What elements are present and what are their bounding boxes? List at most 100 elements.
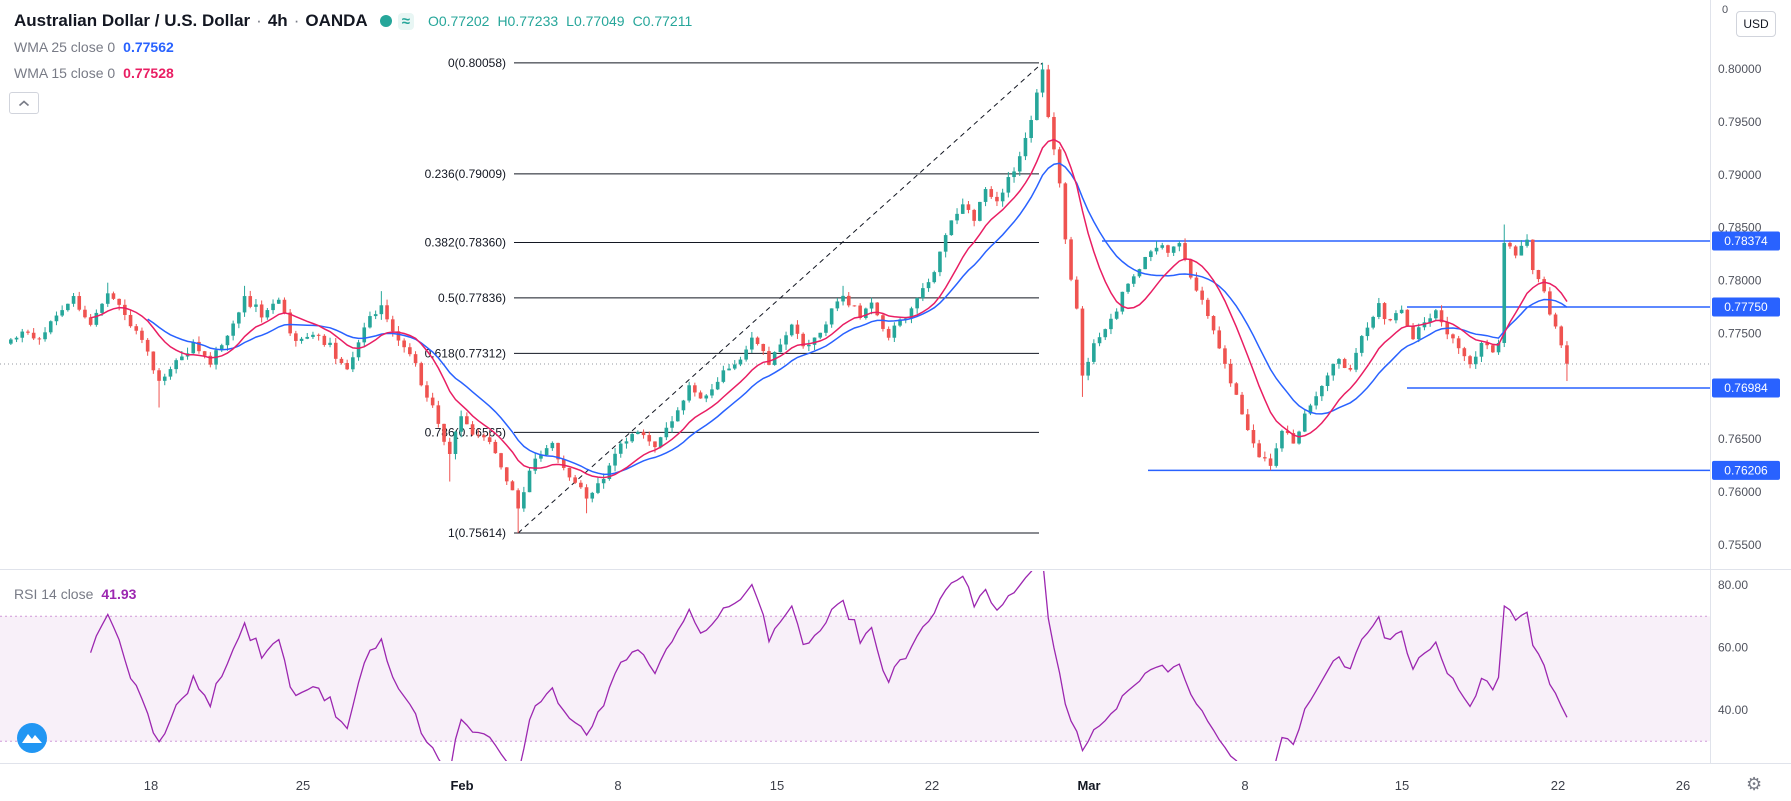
candle — [1405, 309, 1410, 328]
candle — [459, 410, 463, 438]
ohlc-low: L0.77049 — [566, 13, 625, 29]
svg-text:0.77750: 0.77750 — [1724, 300, 1768, 314]
candle — [436, 400, 441, 428]
price-badge[interactable]: 0.78374 — [1712, 231, 1780, 251]
candle — [31, 328, 36, 341]
collapse-legend-button[interactable] — [9, 92, 39, 114]
candle — [1502, 224, 1507, 348]
candle — [784, 331, 788, 350]
price-axis-label: 0.79000 — [1718, 168, 1762, 182]
candle — [1565, 341, 1569, 382]
candle — [1388, 318, 1393, 322]
chevron-up-icon — [18, 99, 30, 106]
candle — [915, 297, 919, 314]
candle — [128, 310, 133, 328]
candle — [886, 326, 891, 341]
candle — [1302, 410, 1307, 433]
candle — [864, 307, 868, 320]
indicator-row-wma15[interactable]: WMA 15 close 0 0.77528 — [14, 60, 692, 86]
candle — [345, 359, 349, 371]
wma25-label: WMA 25 close 0 — [14, 39, 116, 55]
trendline[interactable] — [517, 62, 1043, 534]
candle — [516, 488, 520, 533]
candle — [1314, 391, 1318, 410]
candle — [1035, 89, 1039, 121]
time-axis-label: Mar — [1077, 778, 1100, 793]
candle — [892, 322, 897, 342]
candle — [1177, 240, 1182, 252]
candle — [1519, 240, 1524, 256]
candle — [1006, 171, 1011, 198]
candle — [1017, 151, 1022, 176]
candle — [1040, 62, 1045, 98]
candle — [1063, 182, 1068, 244]
candle — [846, 292, 851, 308]
candle — [356, 339, 361, 361]
candle — [801, 332, 805, 349]
time-axis[interactable]: 18 25 Feb 8 15 22 Mar 8 15 22 26 — [144, 778, 1690, 793]
price-badge[interactable]: 0.77750 — [1712, 297, 1780, 317]
approx-data-icon[interactable]: ≈ — [397, 12, 414, 30]
price-axis[interactable]: 0.80000 0.79500 0.79000 0.78500 0.78000 0.775… — [1718, 62, 1762, 717]
indicator-row-wma25[interactable]: WMA 25 close 0 0.77562 — [14, 34, 692, 60]
candle — [1120, 291, 1125, 315]
indicator-row-rsi[interactable]: RSI 14 close 41.93 — [14, 586, 136, 602]
candle — [527, 467, 532, 493]
candle — [1074, 276, 1079, 310]
time-axis-label: 26 — [1676, 778, 1690, 793]
candle — [111, 291, 116, 301]
candle — [425, 381, 429, 402]
fib-level-label: 1(0.75614) — [448, 526, 506, 540]
price-rays[interactable] — [1102, 240, 1710, 472]
candle — [664, 422, 669, 441]
wma15-line[interactable] — [90, 138, 1568, 479]
price-badge[interactable]: 0.76206 — [1712, 460, 1780, 480]
candle — [316, 333, 321, 341]
candle — [573, 474, 577, 485]
wma25-line[interactable] — [147, 162, 1568, 476]
wma15-value: 0.77528 — [123, 65, 174, 81]
candle — [1331, 363, 1336, 381]
candle — [1274, 443, 1279, 468]
candle — [1114, 308, 1119, 320]
fib-level-label: 0.236(0.79009) — [425, 167, 506, 181]
candle — [1234, 382, 1239, 396]
candle — [168, 366, 173, 380]
svg-text:0.78374: 0.78374 — [1724, 234, 1768, 248]
candle — [1103, 328, 1108, 341]
candle — [1382, 302, 1387, 325]
candle — [482, 433, 486, 441]
candle — [550, 441, 555, 451]
price-badge[interactable]: 0.76984 — [1712, 378, 1780, 398]
indicator-logo-icon[interactable] — [16, 722, 48, 759]
market-status-icon[interactable] — [379, 15, 392, 27]
candle — [413, 351, 418, 367]
candle — [1291, 429, 1296, 444]
candle — [385, 299, 389, 323]
candle — [237, 311, 241, 329]
candle — [430, 392, 435, 408]
candle — [157, 368, 161, 408]
candle — [1354, 348, 1358, 373]
fib-retracement[interactable]: 0(0.80058) 0.236(0.79009) 0.382(0.78360) 0.… — [425, 56, 1039, 540]
candle — [282, 297, 287, 315]
rsi-axis-label: 40.00 — [1718, 703, 1748, 717]
candle — [1359, 335, 1364, 357]
candle — [1308, 403, 1313, 416]
candle — [1553, 312, 1558, 329]
symbol-title-row[interactable]: Australian Dollar / U.S. Dollar · 4h · O… — [14, 8, 692, 34]
candle — [1251, 424, 1256, 448]
candle — [1479, 341, 1484, 363]
candle — [476, 429, 481, 439]
candle — [721, 365, 726, 384]
candle — [1456, 335, 1461, 354]
candle — [1462, 346, 1467, 362]
candle — [1126, 283, 1130, 294]
gear-icon[interactable]: ⚙ — [1746, 774, 1763, 794]
currency-toggle-button[interactable]: USD — [1736, 11, 1776, 37]
candle — [1473, 351, 1478, 369]
rsi-line[interactable] — [89, 559, 1568, 784]
ohlc-values: O0.77202 H0.77233 L0.77049 C0.77211 — [428, 13, 692, 29]
candle — [824, 321, 828, 337]
